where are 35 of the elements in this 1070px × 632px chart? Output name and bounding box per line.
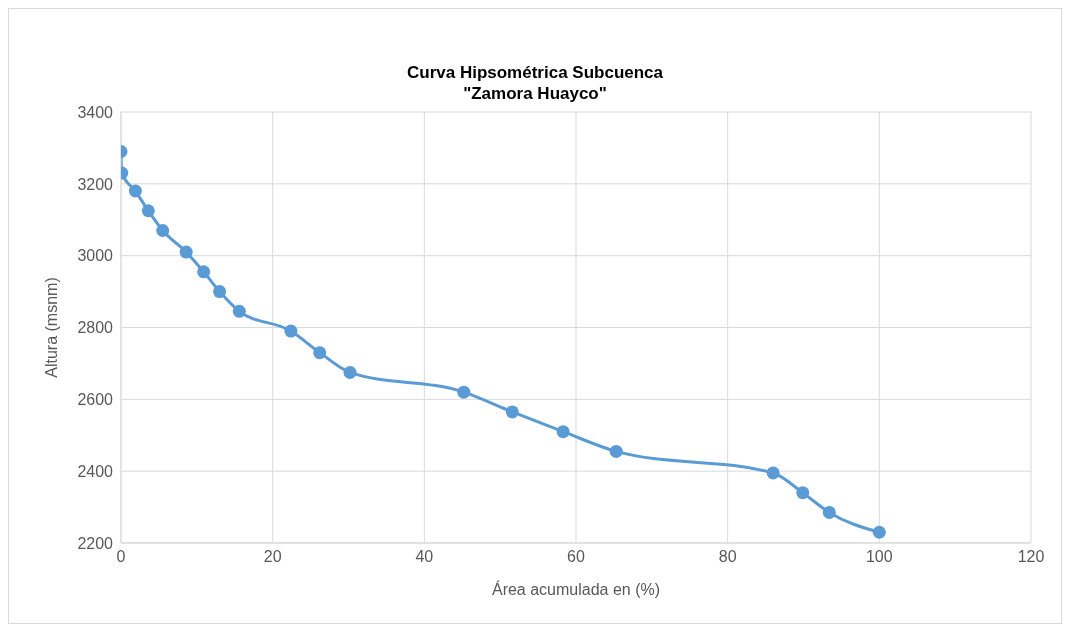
point (796, 486, 810, 500)
y-tick-label: 2600 (77, 391, 114, 409)
x-axis-title: Área acumulada en (%) (491, 580, 661, 598)
x-tick-label: 100 (865, 548, 893, 566)
point (128, 184, 142, 198)
chart-title: Curva Hipsométrica Subcuenca "Zamora Huayco" (406, 62, 664, 104)
point (313, 346, 327, 360)
point (141, 204, 155, 218)
point (156, 224, 170, 238)
y-tick-label: 3000 (77, 247, 114, 265)
point (179, 245, 193, 259)
x-tick-label: 0 (116, 548, 126, 566)
point (766, 466, 780, 480)
y-tick-label: 2400 (77, 462, 114, 480)
y-tick-label: 3400 (77, 103, 114, 121)
point (284, 324, 298, 338)
x-tick-label: 60 (567, 548, 585, 566)
x-tick-label: 40 (415, 548, 434, 566)
point (457, 385, 471, 399)
point (197, 265, 211, 279)
y-axis-title: Altura (msnm) (42, 277, 60, 378)
y-tick-label: 3200 (77, 175, 114, 193)
point (232, 304, 246, 318)
x-tick-label: 120 (1017, 548, 1045, 566)
point (213, 285, 227, 299)
x-tick-label: 20 (263, 548, 282, 566)
point (872, 525, 886, 539)
point (822, 505, 836, 519)
point (505, 405, 519, 419)
y-tick-label: 2800 (77, 319, 114, 337)
point (343, 365, 357, 379)
point (556, 425, 570, 439)
y-tick-label: 2200 (77, 534, 114, 552)
x-tick-label: 80 (718, 548, 737, 566)
point (609, 444, 623, 458)
